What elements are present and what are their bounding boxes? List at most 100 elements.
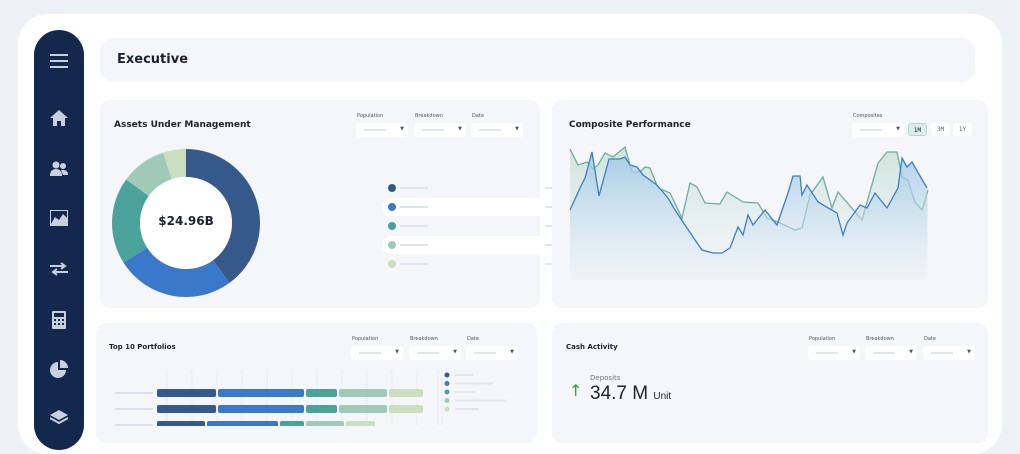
chevron-down-icon: ▼ <box>395 349 399 355</box>
breakdown-dropdown[interactable]: Breakdown ▼ <box>865 336 917 360</box>
chevron-down-icon: ▼ <box>852 349 856 355</box>
bar-segment[interactable] <box>346 421 375 426</box>
population-dropdown[interactable]: Population ▼ <box>808 336 860 360</box>
legend-label <box>455 391 475 393</box>
chevron-down-icon: ▼ <box>515 126 519 132</box>
series-line[interactable] <box>569 151 928 254</box>
composite-title: Composite Performance <box>569 120 691 130</box>
composite-line-chart <box>569 145 929 280</box>
legend-dot <box>388 203 396 211</box>
chevron-down-icon: ▼ <box>510 349 514 355</box>
legend-dot <box>444 389 450 395</box>
legend-dot <box>388 184 396 192</box>
population-dropdown[interactable]: Population ▼ <box>356 113 408 137</box>
bar-segment[interactable] <box>218 389 304 397</box>
menu-icon[interactable] <box>34 54 84 68</box>
row-label <box>115 408 153 410</box>
bar-segment[interactable] <box>280 421 304 426</box>
chevron-down-icon: ▼ <box>453 349 457 355</box>
aum-title: Assets Under Management <box>114 120 251 130</box>
breakdown-dropdown[interactable]: Breakdown ▼ <box>414 113 466 137</box>
breakdown-label: Breakdown <box>866 336 894 342</box>
donut-slice[interactable] <box>163 149 186 180</box>
top10-title: Top 10 Portfolios <box>109 343 176 351</box>
bar-segment[interactable] <box>157 405 216 413</box>
legend-label <box>455 374 473 376</box>
population-dropdown[interactable]: Population ▼ <box>351 336 403 360</box>
date-label: Date <box>924 336 936 342</box>
chevron-down-icon: ▼ <box>400 126 404 132</box>
bar-segment[interactable] <box>218 405 304 413</box>
page-title: Executive <box>117 52 189 67</box>
users-icon[interactable] <box>34 161 84 177</box>
chevron-down-icon: ▼ <box>909 349 913 355</box>
legend-dot <box>388 241 396 249</box>
deposits-label: Deposits <box>590 374 621 382</box>
row-label <box>115 392 153 394</box>
top10-bar-chart <box>115 370 505 426</box>
legend-label <box>455 399 505 402</box>
bar-segment[interactable] <box>339 405 387 413</box>
population-label: Population <box>352 336 379 342</box>
home-icon[interactable] <box>34 110 84 126</box>
donut-slice[interactable] <box>123 247 230 297</box>
legend-dot <box>444 406 450 412</box>
date-label: Date <box>472 113 484 119</box>
range-1y-button[interactable]: 1Y <box>953 123 972 136</box>
page-header: Executive <box>100 38 975 82</box>
deposits-unit: Unit <box>653 391 672 402</box>
bar-segment[interactable] <box>339 389 387 397</box>
date-dropdown[interactable]: Date ▼ <box>466 336 518 360</box>
layers-icon[interactable] <box>34 410 84 424</box>
bar-segment[interactable] <box>207 421 278 426</box>
date-dropdown[interactable]: Date ▼ <box>471 113 523 137</box>
legend-dot <box>388 260 396 268</box>
donut-slice[interactable] <box>126 152 172 196</box>
donut-slice[interactable] <box>112 179 149 263</box>
bar-segment[interactable] <box>306 421 344 426</box>
breakdown-label: Breakdown <box>415 113 443 119</box>
bar-segment[interactable] <box>306 389 337 397</box>
bar-segment[interactable] <box>157 389 216 397</box>
legend-dot <box>388 222 396 230</box>
range-1m-button[interactable]: 1M <box>908 123 927 136</box>
deposits-value: 34.7 M Unit <box>590 383 671 405</box>
calculator-icon[interactable] <box>34 311 84 329</box>
deposits-amount: 34.7 M <box>590 383 649 404</box>
area-chart-icon[interactable] <box>34 210 84 226</box>
arrow-up-icon: ↑ <box>569 381 583 400</box>
bar-segment[interactable] <box>389 405 423 413</box>
aum-total: $24.96B <box>158 214 214 228</box>
chevron-down-icon: ▼ <box>458 126 462 132</box>
date-dropdown[interactable]: Date ▼ <box>923 336 975 360</box>
date-label: Date <box>467 336 479 342</box>
composites-label: Composites <box>853 113 883 119</box>
pie-chart-icon[interactable] <box>34 360 84 378</box>
composites-dropdown[interactable]: Composites ▼ <box>852 113 904 137</box>
population-label: Population <box>357 113 384 119</box>
cash-title: Cash Activity <box>566 343 618 351</box>
bar-segment[interactable] <box>157 421 205 426</box>
legend-dot <box>444 398 450 403</box>
breakdown-label: Breakdown <box>410 336 438 342</box>
transfer-icon[interactable] <box>34 262 84 276</box>
row-label <box>115 424 153 426</box>
legend-dot <box>444 372 450 378</box>
legend-dot <box>444 381 450 386</box>
donut-hole <box>140 177 232 269</box>
bar-segment[interactable] <box>306 405 337 413</box>
aum-card: Assets Under Management Population ▼ Brea… <box>100 100 642 308</box>
chevron-down-icon: ▼ <box>967 349 971 355</box>
breakdown-dropdown[interactable]: Breakdown ▼ <box>409 336 461 360</box>
series-line[interactable] <box>569 145 929 231</box>
bar-segment[interactable] <box>389 389 423 397</box>
chevron-down-icon: ▼ <box>896 126 900 132</box>
aum-donut-chart <box>112 149 260 297</box>
cash-card: Cash Activity Population ▼ Breakdown ▼ Dat… <box>552 323 988 443</box>
legend-label <box>455 382 493 385</box>
range-3m-button[interactable]: 3M <box>931 123 950 136</box>
population-label: Population <box>809 336 836 342</box>
legend-label <box>455 408 479 410</box>
donut-slice[interactable] <box>186 149 260 283</box>
sidebar <box>34 30 84 450</box>
